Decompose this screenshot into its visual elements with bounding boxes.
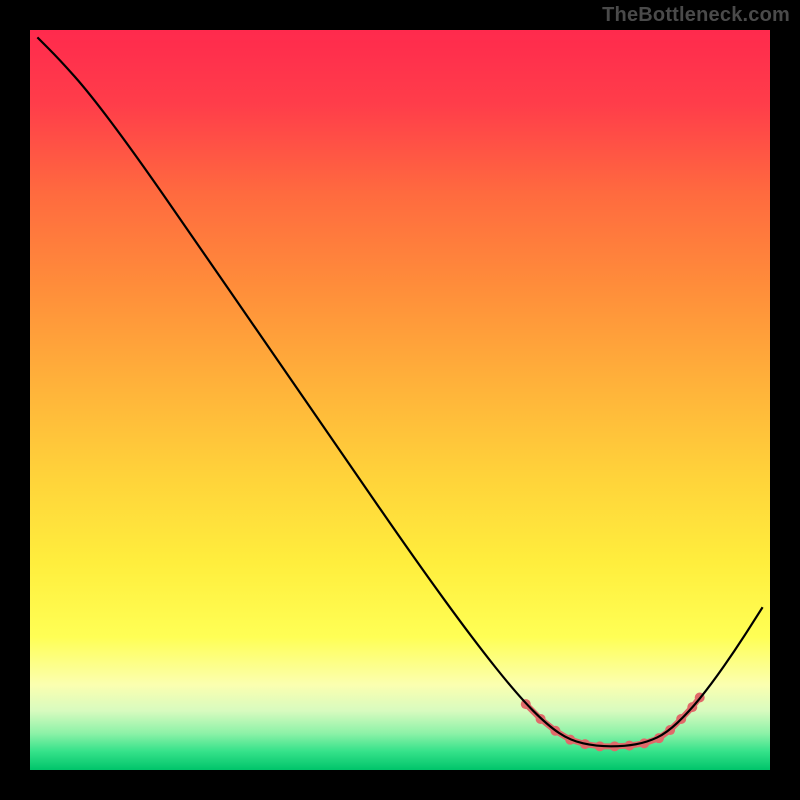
chart-frame: TheBottleneck.com	[0, 0, 800, 800]
highlight-stroke	[526, 697, 700, 746]
bottleneck-curve	[37, 37, 762, 746]
curve-layer	[30, 30, 770, 770]
plot-area	[30, 30, 770, 770]
watermark-label: TheBottleneck.com	[602, 4, 790, 27]
